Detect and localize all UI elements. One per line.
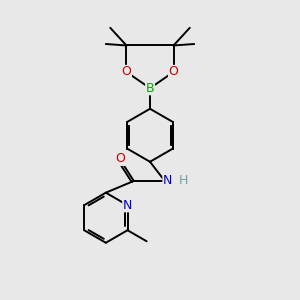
Text: O: O — [122, 65, 131, 79]
Text: N: N — [163, 174, 172, 188]
Text: H: H — [179, 174, 188, 188]
Text: O: O — [169, 65, 178, 79]
Text: O: O — [116, 152, 125, 165]
Text: B: B — [146, 82, 154, 95]
Text: N: N — [123, 199, 132, 212]
